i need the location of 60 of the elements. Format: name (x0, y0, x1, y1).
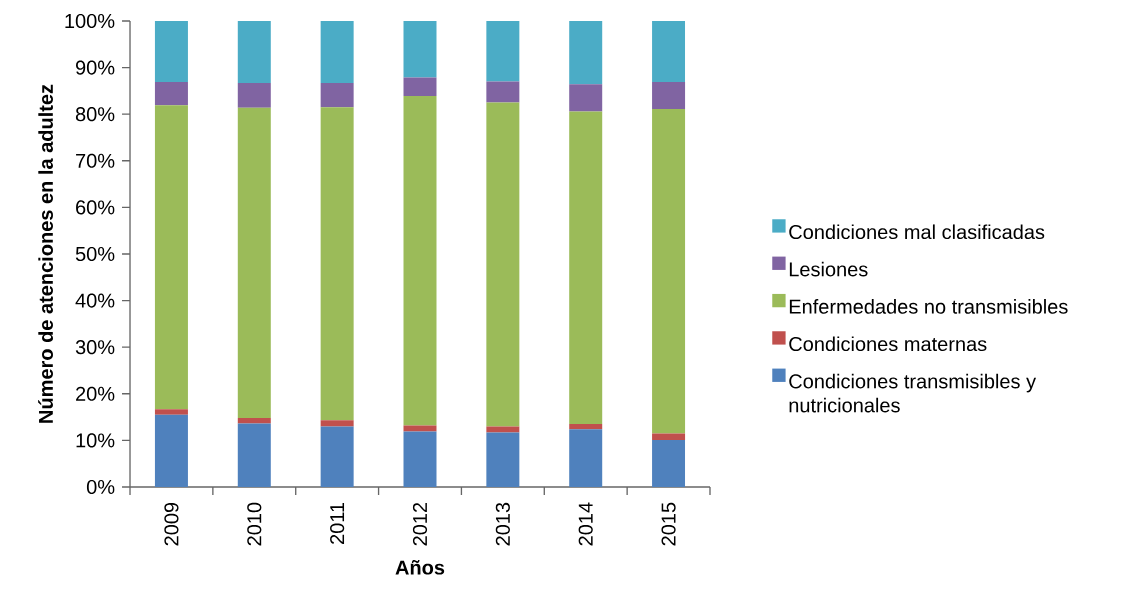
bar (237, 82, 271, 108)
y-tick-label: 20% (76, 386, 115, 401)
y-tick-label: 10% (76, 433, 115, 448)
legend-label: Condiciones mal clasificadas (789, 224, 1045, 240)
bar (403, 20, 437, 78)
x-tick-label: 2010 (247, 502, 262, 546)
bar (237, 20, 271, 83)
bar (320, 20, 354, 83)
bar (154, 414, 188, 487)
bar (569, 111, 603, 425)
y-tick-label: 50% (75, 246, 115, 262)
y-tick-label: 90% (75, 60, 115, 75)
bar (569, 84, 603, 112)
bar (486, 20, 520, 82)
bar (652, 109, 686, 434)
bar (403, 425, 437, 432)
bar (652, 20, 686, 83)
bar (237, 107, 271, 419)
x-tick-label: 2015 (661, 502, 676, 546)
y-axis-title: Número de atenciones en la adultez (38, 84, 53, 423)
bar (486, 102, 520, 427)
bar (237, 423, 271, 487)
bar (154, 82, 188, 106)
bar (154, 105, 188, 410)
bar (486, 426, 520, 433)
bar (403, 96, 437, 426)
y-tick-label: 70% (76, 153, 115, 168)
y-tick-label: 0% (86, 479, 115, 495)
bar (486, 81, 520, 103)
bar (154, 20, 188, 83)
y-tick-label: 40% (75, 293, 115, 308)
x-tick-label: 2013 (495, 502, 510, 546)
bar (320, 426, 354, 487)
bar (403, 77, 437, 97)
y-tick-label: 100% (65, 13, 115, 29)
bar (320, 82, 354, 108)
bar (320, 420, 354, 427)
legend-label: Lesiones (789, 261, 868, 277)
bar (569, 429, 603, 487)
legend-label: Enfermedades no transmisibles (789, 299, 1068, 314)
x-tick-label: 2009 (164, 502, 179, 546)
x-tick-label: 2014 (578, 502, 593, 546)
y-tick-label: 80% (75, 107, 115, 122)
y-tick-label: 60% (76, 200, 115, 215)
bar (652, 82, 686, 110)
bar (403, 431, 437, 487)
y-tick-label: 30% (75, 340, 115, 355)
bar (486, 432, 520, 487)
bar (652, 439, 686, 487)
bar (652, 433, 686, 440)
legend-label: Condiciones transmisibles y nutricionales (789, 373, 1037, 413)
bar (569, 424, 603, 430)
bar (569, 20, 603, 85)
bar (154, 409, 188, 415)
bar (237, 418, 271, 424)
x-tick-label: 2012 (412, 502, 428, 546)
x-tick-label: 2011 (330, 502, 345, 544)
legend-label: Condiciones maternas (789, 336, 987, 352)
x-axis-title: Años (395, 560, 445, 575)
bar (320, 107, 354, 421)
